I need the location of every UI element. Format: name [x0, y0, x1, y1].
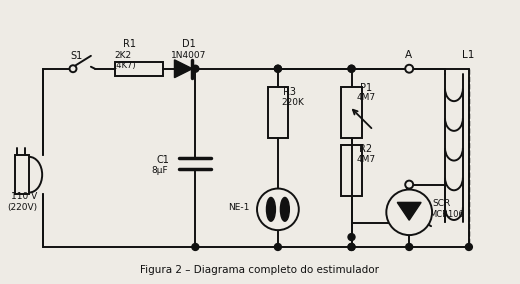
Circle shape — [70, 65, 76, 72]
Circle shape — [405, 65, 413, 73]
Text: Figura 2 – Diagrama completo do estimulador: Figura 2 – Diagrama completo do estimula… — [140, 265, 380, 275]
Circle shape — [192, 243, 199, 250]
Text: 4M7: 4M7 — [357, 93, 375, 103]
Text: P1: P1 — [360, 83, 373, 93]
Text: 4M7: 4M7 — [357, 155, 375, 164]
Text: SCR: SCR — [432, 199, 450, 208]
Circle shape — [465, 243, 472, 250]
Text: S1: S1 — [70, 51, 82, 61]
Text: (220V): (220V) — [7, 203, 37, 212]
Circle shape — [348, 243, 355, 250]
Circle shape — [386, 189, 432, 235]
Polygon shape — [397, 202, 421, 220]
Text: 8μF: 8μF — [152, 166, 168, 175]
Text: 110 V: 110 V — [11, 193, 37, 201]
Bar — [341, 87, 362, 138]
Circle shape — [348, 234, 355, 241]
Text: L1: L1 — [462, 50, 474, 60]
Circle shape — [405, 181, 413, 189]
Ellipse shape — [280, 197, 289, 221]
Bar — [15, 155, 29, 195]
Text: 1N4007: 1N4007 — [171, 51, 206, 60]
Text: R2: R2 — [359, 144, 373, 154]
Circle shape — [275, 65, 281, 72]
Circle shape — [192, 65, 199, 72]
Text: (4K7): (4K7) — [113, 61, 135, 70]
Circle shape — [348, 243, 355, 250]
Text: B: B — [405, 189, 412, 199]
Text: A: A — [405, 50, 412, 60]
Circle shape — [348, 65, 355, 72]
Bar — [115, 62, 163, 76]
Text: R1: R1 — [123, 39, 136, 49]
Text: C1: C1 — [157, 155, 170, 165]
Bar — [341, 145, 362, 197]
Polygon shape — [174, 60, 192, 78]
Text: 2K2: 2K2 — [115, 51, 132, 60]
Circle shape — [406, 243, 413, 250]
Text: NE-1: NE-1 — [228, 203, 250, 212]
Circle shape — [257, 189, 299, 230]
Text: MCR106: MCR106 — [429, 210, 464, 219]
Bar — [268, 87, 288, 138]
Circle shape — [275, 65, 281, 72]
Circle shape — [348, 65, 355, 72]
Text: D1: D1 — [183, 39, 196, 49]
Circle shape — [275, 243, 281, 250]
Text: R3: R3 — [283, 87, 296, 97]
Text: 220K: 220K — [281, 98, 304, 107]
Circle shape — [406, 65, 413, 72]
Ellipse shape — [266, 197, 276, 221]
